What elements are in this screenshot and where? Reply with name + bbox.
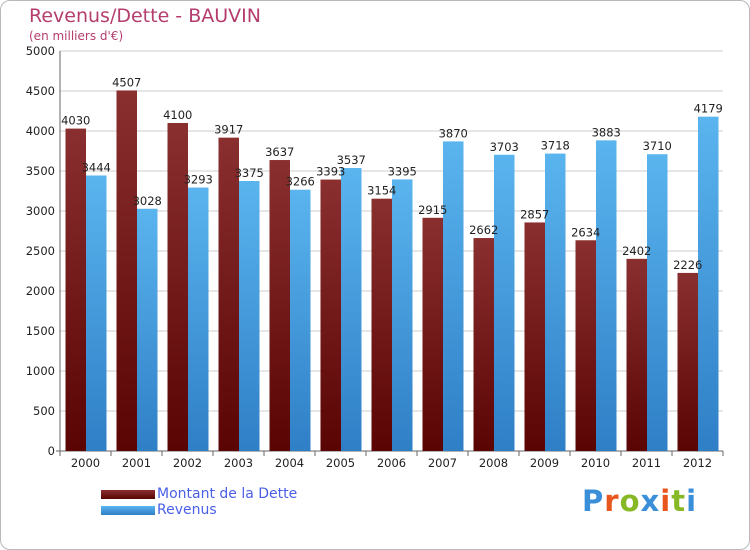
bar-debt-2001 — [116, 90, 137, 451]
y-tick-label: 500 — [33, 404, 55, 418]
data-label-debt-2009: 2857 — [520, 207, 549, 221]
logo-letter: t — [671, 484, 687, 518]
bar-revenue-2003 — [239, 181, 260, 451]
data-label-revenue-2008: 3703 — [490, 140, 519, 154]
data-label-revenue-2005: 3537 — [337, 153, 366, 167]
bar-revenue-2007 — [443, 141, 464, 451]
chart-legend: Montant de la Dette Revenus — [101, 486, 297, 518]
data-label-revenue-2012: 4179 — [694, 102, 723, 116]
bar-revenue-2000 — [86, 175, 107, 452]
x-tick-label-2009: 2009 — [530, 456, 559, 470]
x-tick-label-2003: 2003 — [224, 456, 253, 470]
data-label-revenue-2002: 3293 — [184, 173, 213, 187]
bar-debt-2004 — [269, 160, 290, 452]
data-label-revenue-2003: 3375 — [235, 166, 264, 180]
bar-debt-2007 — [422, 217, 443, 451]
data-label-debt-2012: 2226 — [673, 258, 702, 272]
data-label-debt-2003: 3917 — [214, 123, 243, 137]
data-label-revenue-2011: 3710 — [643, 139, 672, 153]
bar-revenue-2010 — [596, 140, 617, 452]
chart-subtitle: (en milliers d'€) — [29, 29, 124, 43]
legend-item-debt: Montant de la Dette — [101, 486, 297, 502]
y-tick-label: 3500 — [26, 164, 55, 178]
bar-revenue-2008 — [494, 154, 515, 451]
logo-letter: i — [660, 484, 672, 518]
y-tick-label: 1000 — [26, 364, 55, 378]
x-tick-label-2002: 2002 — [173, 456, 202, 470]
bar-debt-2002 — [167, 123, 188, 451]
logo-letter: o — [619, 484, 641, 518]
x-tick-label-2005: 2005 — [326, 456, 355, 470]
bar-revenue-2009 — [545, 153, 566, 451]
data-label-debt-2007: 2915 — [418, 203, 447, 217]
legend-label-debt: Montant de la Dette — [157, 486, 298, 502]
data-label-debt-2006: 3154 — [367, 184, 396, 198]
x-tick-label-2006: 2006 — [377, 456, 406, 470]
x-tick-label-2012: 2012 — [683, 456, 712, 470]
bar-debt-2000 — [65, 128, 86, 451]
bar-revenue-2002 — [188, 187, 209, 451]
chart-title: Revenus/Dette - BAUVIN — [29, 5, 261, 27]
y-tick-label: 3000 — [26, 204, 55, 218]
y-tick-label: 5000 — [26, 44, 55, 58]
legend-label-revenue: Revenus — [157, 502, 217, 518]
bar-revenue-2001 — [137, 208, 158, 451]
data-label-debt-2001: 4507 — [112, 75, 141, 89]
proxiti-logo: Proxiti — [582, 484, 697, 518]
data-label-revenue-2006: 3395 — [388, 164, 417, 178]
data-label-revenue-2001: 3028 — [133, 194, 162, 208]
x-tick-label-2004: 2004 — [275, 456, 304, 470]
x-tick-label-2008: 2008 — [479, 456, 508, 470]
logo-letter: P — [582, 484, 605, 518]
bar-revenue-2011 — [647, 154, 668, 451]
bar-revenue-2006 — [392, 179, 413, 451]
legend-swatch-revenue — [101, 505, 155, 515]
x-tick-label-2001: 2001 — [122, 456, 151, 470]
bar-debt-2012 — [677, 272, 698, 451]
bar-revenue-2005 — [341, 168, 362, 452]
bar-debt-2010 — [575, 240, 596, 451]
data-label-debt-2008: 2662 — [469, 223, 498, 237]
y-tick-label: 2000 — [26, 284, 55, 298]
data-label-revenue-2010: 3883 — [592, 125, 621, 139]
x-tick-label-2011: 2011 — [632, 456, 661, 470]
bar-debt-2008 — [473, 238, 494, 451]
logo-letter: x — [640, 484, 661, 518]
y-tick-label: 4500 — [26, 84, 55, 98]
data-label-revenue-2009: 3718 — [541, 139, 570, 153]
data-label-debt-2004: 3637 — [265, 145, 294, 159]
x-tick-label-2000: 2000 — [71, 456, 100, 470]
y-tick-label: 4000 — [26, 124, 55, 138]
bar-debt-2003 — [218, 137, 239, 451]
data-label-debt-2010: 2634 — [571, 225, 600, 239]
y-tick-label: 2500 — [26, 244, 55, 258]
bar-debt-2011 — [626, 258, 647, 451]
data-label-debt-2011: 2402 — [622, 244, 651, 258]
logo-letter: i — [686, 484, 698, 518]
data-label-revenue-2000: 3444 — [82, 160, 111, 174]
x-tick-label-2010: 2010 — [581, 456, 610, 470]
bar-revenue-2004 — [290, 189, 311, 451]
logo-letter: r — [604, 484, 620, 518]
legend-item-revenue: Revenus — [101, 502, 297, 518]
y-tick-label: 0 — [48, 444, 55, 458]
bar-revenue-2012 — [698, 116, 719, 452]
y-tick-label: 1500 — [26, 324, 55, 338]
data-label-revenue-2004: 3266 — [286, 175, 315, 189]
legend-swatch-debt — [101, 489, 155, 499]
data-label-debt-2005: 3393 — [316, 165, 345, 179]
data-label-debt-2000: 4030 — [61, 114, 90, 128]
bar-debt-2009 — [524, 222, 545, 451]
data-label-debt-2002: 4100 — [163, 108, 192, 122]
bar-debt-2005 — [320, 179, 341, 451]
x-tick-label-2007: 2007 — [428, 456, 457, 470]
bar-debt-2006 — [371, 198, 392, 451]
data-label-revenue-2007: 3870 — [439, 126, 468, 140]
